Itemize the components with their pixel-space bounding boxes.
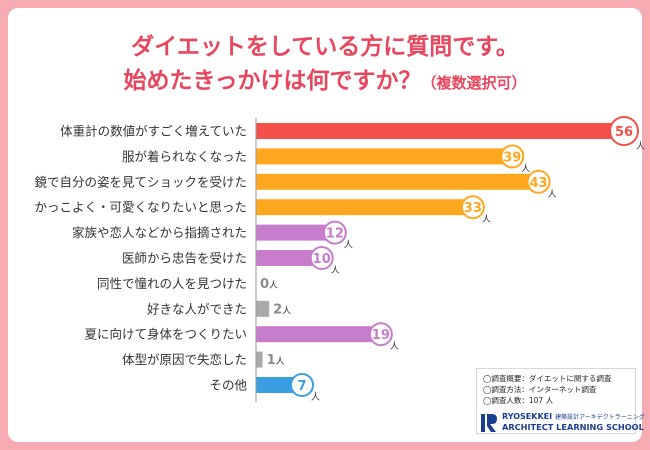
bar bbox=[256, 173, 539, 190]
bar bbox=[256, 377, 302, 393]
value-badge bbox=[609, 116, 639, 146]
value-label: 33 bbox=[464, 201, 482, 216]
title-line-2: 始めたきっかけは何ですか？（複数選択可） bbox=[0, 64, 650, 100]
unit-label: 人 bbox=[482, 214, 491, 225]
category-label: かっこよく・可愛くなりたいと思った bbox=[34, 200, 247, 215]
unit-label: 人 bbox=[276, 356, 285, 367]
category-label: 服が着られなくなった bbox=[122, 149, 247, 164]
category-label: 夏に向けて身体をつくりたい bbox=[84, 327, 247, 342]
unit-label: 人 bbox=[521, 163, 530, 174]
category-label: 家族や恋人などから指摘された bbox=[72, 225, 247, 240]
bar bbox=[256, 224, 335, 241]
brand-logo: RYOSEKKEI 建築設計アーキテクトラーニング ARCHITECT LEARN… bbox=[480, 412, 645, 434]
category-label: 好きな人ができた bbox=[147, 301, 247, 316]
brand-name-en: RYOSEKKEI bbox=[502, 412, 553, 421]
unit-label: 人 bbox=[344, 240, 353, 251]
value-label: 10 bbox=[313, 252, 331, 267]
bar bbox=[256, 326, 381, 343]
survey-method: ◯調査方法：インターネット調査 bbox=[483, 385, 597, 394]
bar bbox=[256, 351, 263, 368]
bar bbox=[256, 148, 513, 165]
value-badge bbox=[309, 246, 334, 270]
category-label: 体重計の数値がすごく増えていた bbox=[60, 124, 247, 139]
value-label: 2 bbox=[273, 302, 282, 317]
unit-label: 人 bbox=[636, 141, 645, 152]
brand-mark-icon bbox=[481, 414, 497, 432]
value-badge bbox=[290, 373, 314, 397]
value-label: 12 bbox=[326, 227, 344, 242]
brand-name-jp: 建築設計アーキテクトラーニング bbox=[555, 414, 645, 421]
category-label: 体型が原因で失恋した bbox=[122, 352, 247, 367]
value-label: 56 bbox=[615, 125, 633, 140]
unit-label: 人 bbox=[548, 189, 557, 200]
value-badge bbox=[460, 195, 485, 220]
bar bbox=[256, 250, 322, 266]
unit-label: 人 bbox=[282, 305, 291, 316]
category-label: 鏡で自分の姿を見てショックを受けた bbox=[34, 174, 247, 189]
title-question: 始めたきっかけは何ですか？ bbox=[123, 68, 422, 94]
value-badge bbox=[526, 169, 551, 194]
title-line-1: ダイエットをしている方に質問です。 bbox=[131, 34, 519, 60]
value-label: 19 bbox=[372, 328, 390, 343]
brand-school: ARCHITECT LEARNING SCHOOL bbox=[502, 422, 644, 432]
bar bbox=[256, 123, 624, 139]
category-label: その他 bbox=[209, 378, 247, 393]
brand-name: RYOSEKKEI 建築設計アーキテクトラーニング bbox=[502, 412, 645, 421]
unit-label: 人 bbox=[331, 265, 340, 276]
value-badge bbox=[368, 322, 393, 347]
category-label: 医師から忠告を受けた bbox=[122, 251, 247, 266]
unit-label: 人 bbox=[390, 341, 399, 352]
value-label: 1 bbox=[267, 353, 276, 368]
value-label: 39 bbox=[503, 150, 521, 165]
bar bbox=[256, 300, 270, 317]
title-multiple-choice-note: （複数選択可） bbox=[421, 74, 527, 92]
value-label: 0 bbox=[260, 277, 269, 292]
survey-count: ◯調査人数：107 人 bbox=[483, 396, 554, 405]
value-badge bbox=[322, 220, 347, 245]
bar bbox=[256, 199, 473, 216]
unit-label: 人 bbox=[269, 280, 278, 291]
survey-notes: ◯調査概要：ダイエットに関する調査 ◯調査方法：インターネット調査 ◯調査人数：… bbox=[476, 368, 636, 434]
unit-label: 人 bbox=[311, 392, 320, 403]
value-label: 7 bbox=[297, 379, 306, 394]
chart-title: ダイエットをしている方に質問です。 始めたきっかけは何ですか？（複数選択可） bbox=[0, 30, 650, 100]
value-badge bbox=[500, 144, 525, 169]
category-label: 同性で憧れの人を見つけた bbox=[97, 276, 247, 291]
survey-overview: ◯調査概要：ダイエットに関する調査 bbox=[483, 374, 612, 383]
value-label: 43 bbox=[530, 176, 548, 191]
